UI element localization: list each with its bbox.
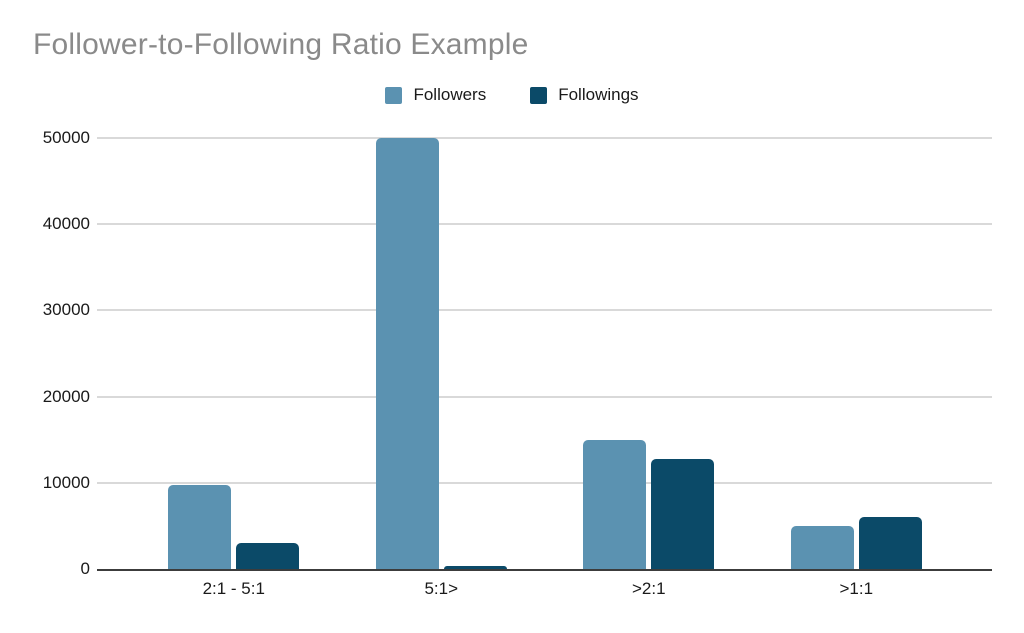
bar-followers-0	[168, 484, 232, 569]
gridline	[97, 309, 992, 312]
gridline	[97, 137, 992, 139]
x-axis-labels: 2:1 - 5:1 5:1> >2:1 >1:1	[130, 579, 960, 599]
y-tick-label: 30000	[42, 300, 90, 320]
bar-followings-1	[443, 566, 507, 569]
bar-group-0	[130, 138, 338, 569]
x-category-label: >1:1	[839, 579, 874, 598]
y-axis: 0 10000 20000 30000 40000 50000	[0, 128, 90, 578]
legend-swatch-followings	[530, 86, 548, 104]
bar-followings-3	[858, 517, 922, 569]
legend-item-followers: Followers	[385, 85, 486, 105]
gridline	[97, 223, 992, 226]
legend-item-followings: Followings	[530, 85, 639, 105]
legend-swatch-followers	[385, 86, 403, 104]
x-category-label: 2:1 - 5:1	[202, 579, 265, 598]
bar-group-1	[338, 138, 546, 569]
bar-followings-0	[236, 543, 300, 569]
plot-area	[97, 137, 992, 571]
legend-label: Followings	[558, 85, 639, 104]
y-tick-label: 40000	[42, 214, 90, 234]
gridline	[97, 395, 992, 398]
bar-group-3	[753, 138, 961, 569]
gridline	[97, 481, 992, 484]
x-category-label: >2:1	[631, 579, 666, 598]
bar-group-2	[545, 138, 753, 569]
y-tick-label: 50000	[42, 128, 90, 147]
bar-followings-2	[651, 458, 715, 569]
y-tick-label: 10000	[42, 472, 90, 492]
chart-title: Follower-to-Following Ratio Example	[33, 28, 529, 61]
bar-followers-3	[790, 525, 854, 569]
bar-groups	[130, 138, 960, 569]
legend: Followers Followings	[0, 85, 1024, 105]
y-tick-label: 20000	[42, 386, 90, 406]
legend-label: Followers	[413, 85, 487, 104]
bar-followers-1	[375, 138, 439, 569]
y-tick-label: 0	[80, 559, 90, 578]
bar-followers-2	[583, 439, 647, 569]
x-category-label: 5:1>	[424, 579, 459, 598]
